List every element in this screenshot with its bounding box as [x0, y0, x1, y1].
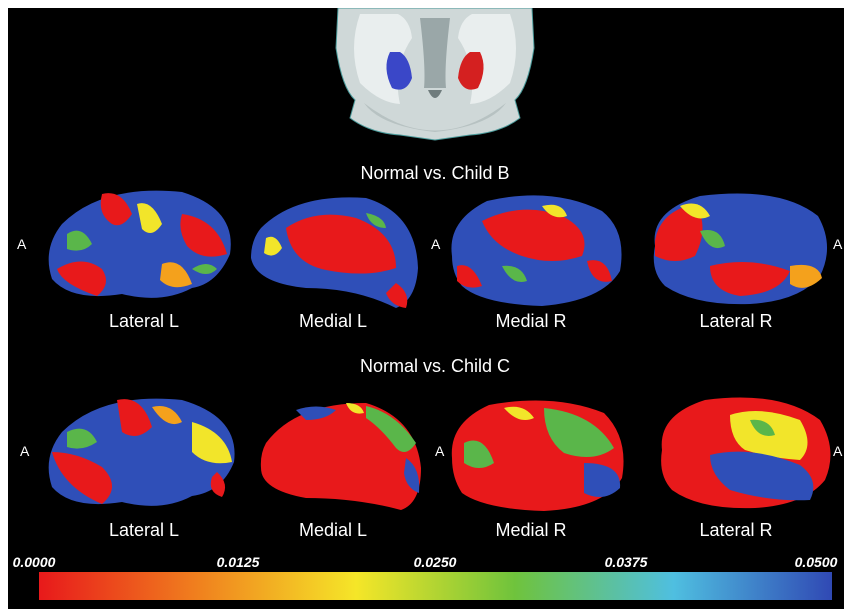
panel-b-lateral-right-surface: [653, 193, 828, 305]
right-structure-red: [458, 52, 484, 90]
coronal-mri-inset: [320, 8, 550, 148]
figure: Normal vs. Child B A A A Latera: [8, 8, 844, 609]
panel-c-medial-right-surface: [451, 400, 624, 511]
left-structure-blue: [386, 52, 412, 90]
panel-c-lateral-left-surface: [48, 398, 235, 506]
panel-c-view-lateral-l: Lateral L: [108, 520, 180, 540]
colorbar-tick-2: 0.0250: [413, 554, 457, 570]
panel-b-medial-right-surface: [451, 195, 622, 306]
panel-c-view-lateral-r: Lateral R: [699, 520, 773, 540]
panel-b-anterior-middle: A: [431, 236, 441, 252]
colorbar-tick-4: 0.0500: [794, 554, 838, 570]
panel-b-medial-left-surface: [251, 197, 418, 308]
colorbar-tick-0: 0.0000: [12, 554, 56, 570]
panel-b-title: Normal vs. Child B: [360, 163, 510, 183]
panel-c-view-medial-l: Medial L: [298, 520, 368, 540]
panel-c-title: Normal vs. Child C: [359, 356, 511, 376]
panel-b-view-lateral-l: Lateral L: [108, 311, 180, 331]
panel-b-view-medial-r: Medial R: [495, 311, 567, 331]
panel-b-view-medial-l: Medial L: [298, 311, 368, 331]
panel-c-anterior-middle: A: [435, 443, 445, 459]
panel-b-anterior-left: A: [17, 236, 27, 252]
colorbar-tick-1: 0.0125: [216, 554, 260, 570]
panel-c-view-medial-r: Medial R: [495, 520, 567, 540]
panel-c-anterior-right: A: [833, 443, 843, 459]
panel-b-lateral-left-surface: [48, 190, 231, 298]
panel-c-lateral-right-surface: [661, 397, 831, 509]
panel-c-medial-left-surface: [260, 403, 421, 510]
colorbar: [39, 572, 832, 600]
panel-c-anterior-left: A: [20, 443, 30, 459]
colorbar-tick-3: 0.0375: [604, 554, 648, 570]
panel-b-view-lateral-r: Lateral R: [699, 311, 773, 331]
panel-b-anterior-right: A: [833, 236, 843, 252]
